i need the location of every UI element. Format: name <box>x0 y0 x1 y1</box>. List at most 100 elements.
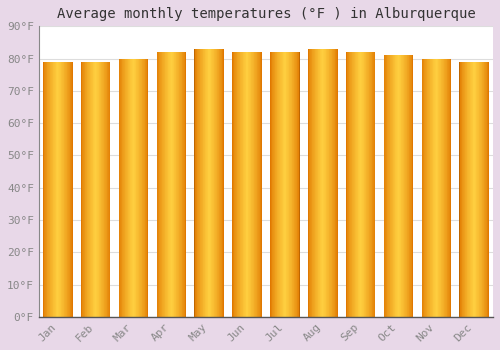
Bar <box>310 49 311 317</box>
Bar <box>172 52 173 317</box>
Bar <box>424 58 426 317</box>
Bar <box>360 52 362 317</box>
Bar <box>448 58 449 317</box>
Bar <box>199 49 200 317</box>
Bar <box>432 58 434 317</box>
Bar <box>126 58 127 317</box>
Bar <box>96 62 97 317</box>
Bar <box>250 52 251 317</box>
Bar <box>293 52 294 317</box>
Bar <box>166 52 167 317</box>
Bar <box>324 49 325 317</box>
Bar <box>221 49 222 317</box>
Bar <box>365 52 366 317</box>
Bar <box>367 52 368 317</box>
Bar <box>246 52 247 317</box>
Bar <box>173 52 174 317</box>
Bar <box>320 49 322 317</box>
Bar <box>137 58 138 317</box>
Bar <box>273 52 274 317</box>
Bar <box>408 55 409 317</box>
Bar <box>412 55 414 317</box>
Bar <box>406 55 408 317</box>
Bar <box>466 62 468 317</box>
Bar <box>88 62 89 317</box>
Bar <box>201 49 202 317</box>
Bar <box>292 52 293 317</box>
Bar <box>203 49 204 317</box>
Bar <box>250 52 252 317</box>
Bar <box>236 52 238 317</box>
Bar <box>210 49 212 317</box>
Bar <box>350 52 351 317</box>
Bar <box>385 55 386 317</box>
Bar <box>363 52 364 317</box>
Bar <box>198 49 199 317</box>
Bar <box>141 58 142 317</box>
Bar <box>102 62 103 317</box>
Bar <box>311 49 312 317</box>
Bar <box>232 52 233 317</box>
Bar <box>91 62 92 317</box>
Bar <box>485 62 486 317</box>
Bar <box>242 52 244 317</box>
Bar <box>60 62 62 317</box>
Bar <box>60 62 61 317</box>
Bar <box>348 52 349 317</box>
Bar <box>174 52 175 317</box>
Bar <box>394 55 396 317</box>
Bar <box>52 62 54 317</box>
Bar <box>101 62 102 317</box>
Bar <box>460 62 461 317</box>
Bar <box>295 52 296 317</box>
Bar <box>63 62 64 317</box>
Bar <box>298 52 299 317</box>
Bar <box>247 52 248 317</box>
Bar <box>128 58 129 317</box>
Bar <box>136 58 137 317</box>
Bar <box>450 58 451 317</box>
Bar <box>484 62 486 317</box>
Bar <box>336 49 338 317</box>
Bar <box>176 52 178 317</box>
Bar <box>403 55 404 317</box>
Bar <box>130 58 132 317</box>
Bar <box>461 62 462 317</box>
Bar <box>442 58 443 317</box>
Bar <box>194 49 195 317</box>
Bar <box>282 52 284 317</box>
Bar <box>97 62 98 317</box>
Bar <box>48 62 49 317</box>
Bar <box>89 62 90 317</box>
Bar <box>388 55 389 317</box>
Bar <box>177 52 178 317</box>
Bar <box>372 52 373 317</box>
Bar <box>410 55 411 317</box>
Bar <box>274 52 276 317</box>
Bar <box>142 58 143 317</box>
Bar <box>83 62 84 317</box>
Bar <box>328 49 330 317</box>
Bar <box>138 58 140 317</box>
Bar <box>109 62 110 317</box>
Bar <box>483 62 484 317</box>
Bar <box>423 58 424 317</box>
Bar <box>331 49 332 317</box>
Bar <box>284 52 285 317</box>
Bar <box>64 62 65 317</box>
Bar <box>118 58 120 317</box>
Bar <box>435 58 436 317</box>
Bar <box>394 55 395 317</box>
Bar <box>202 49 203 317</box>
Bar <box>123 58 124 317</box>
Bar <box>178 52 180 317</box>
Bar <box>218 49 219 317</box>
Bar <box>437 58 438 317</box>
Bar <box>196 49 198 317</box>
Bar <box>245 52 246 317</box>
Bar <box>371 52 372 317</box>
Bar <box>43 62 44 317</box>
Bar <box>429 58 430 317</box>
Bar <box>445 58 446 317</box>
Bar <box>235 52 236 317</box>
